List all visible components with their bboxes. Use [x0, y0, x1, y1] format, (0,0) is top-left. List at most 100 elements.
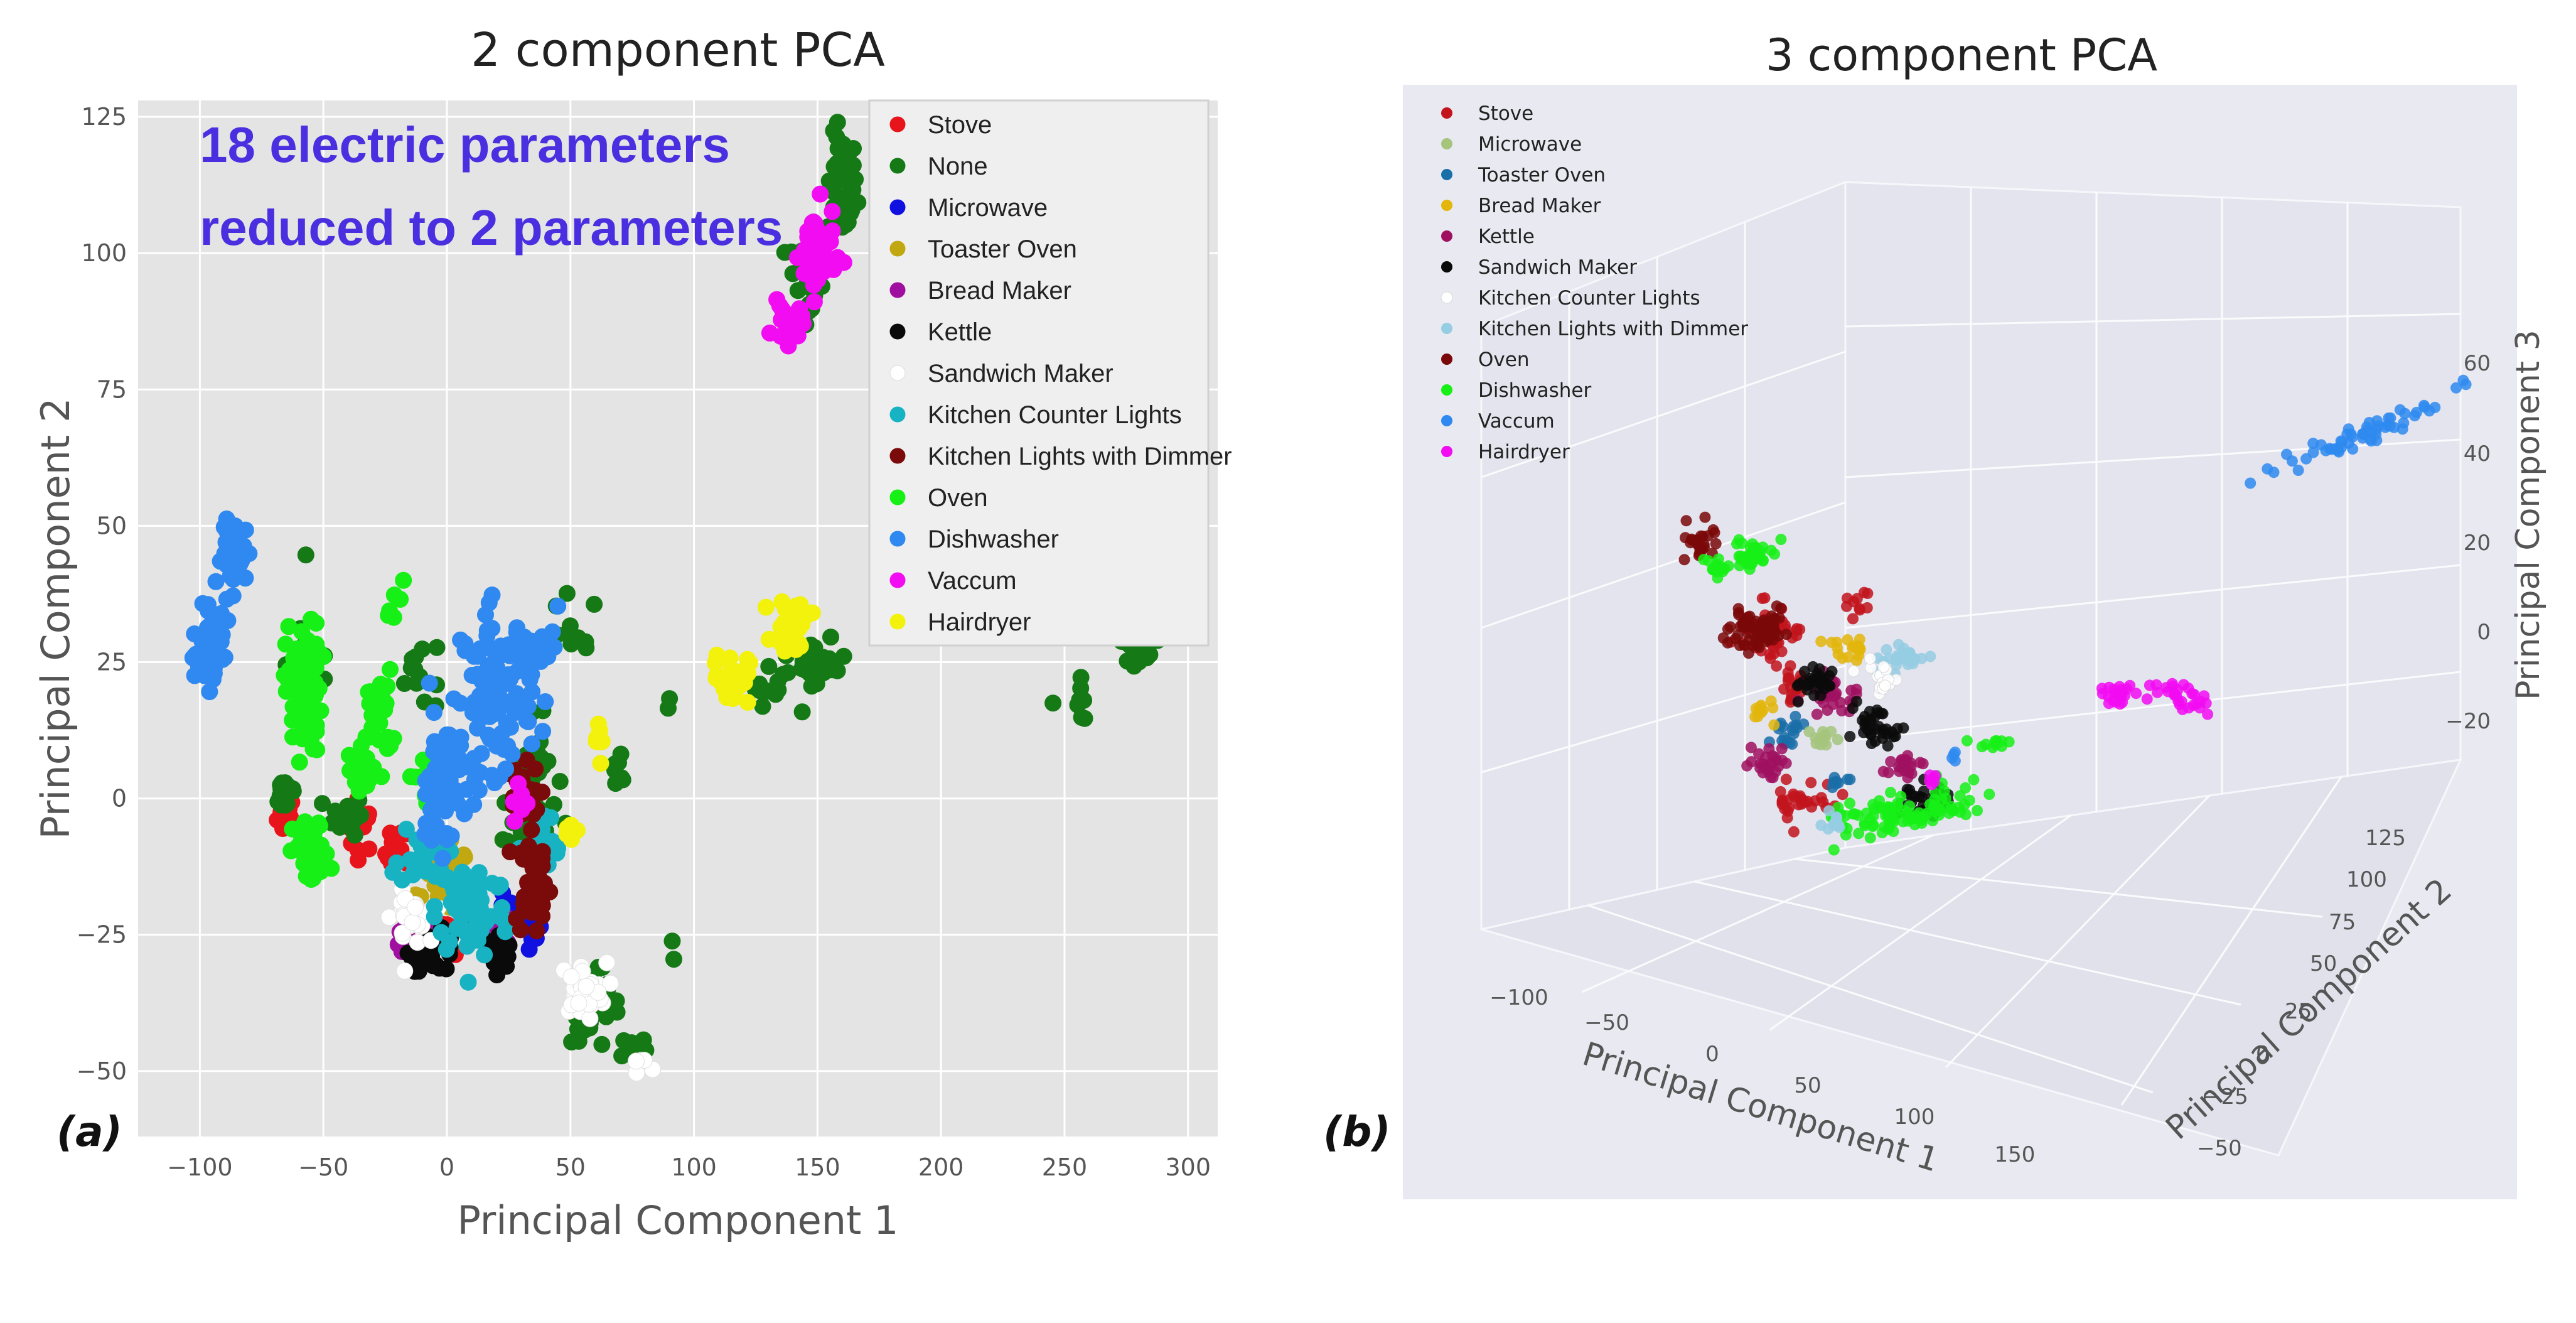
data-point	[1741, 558, 1752, 570]
data-point	[277, 635, 294, 653]
data-point	[476, 946, 493, 964]
legend-marker	[889, 406, 906, 423]
data-point	[1781, 812, 1793, 824]
legend-marker	[1441, 169, 1452, 180]
data-point	[1776, 743, 1788, 755]
legend-label: Kitchen Counter Lights	[1478, 287, 1700, 310]
cluster-vaccum	[2245, 374, 2472, 489]
panel-b-y-ticks: −50 −25 0 25 50 75 100 125	[2197, 826, 2406, 1161]
cluster-kitchen-lights-with-dimmer	[1815, 805, 1845, 835]
legend-label: Hairdryer	[928, 608, 1031, 636]
series-dishwasher	[184, 510, 567, 867]
y-tick-label: 100	[81, 239, 127, 267]
data-point	[488, 737, 505, 755]
data-point	[559, 819, 576, 837]
data-point	[1879, 679, 1891, 692]
data-point	[760, 657, 778, 675]
data-point	[1891, 801, 1903, 813]
data-point	[1773, 630, 1784, 642]
panel-a-annotation: 18 electric parameters reduced to 2 para…	[200, 117, 783, 256]
data-point	[1774, 786, 1786, 797]
data-point	[1827, 782, 1838, 794]
data-point	[1904, 800, 1916, 812]
data-point	[448, 782, 464, 799]
data-point	[447, 874, 464, 892]
data-point	[2394, 404, 2406, 416]
data-point	[1815, 635, 1827, 647]
data-point	[443, 894, 460, 911]
data-point	[1842, 651, 1854, 663]
data-point	[539, 752, 557, 770]
data-point	[523, 735, 540, 753]
data-point	[1790, 711, 1801, 722]
data-point	[345, 809, 362, 827]
panel-b-ticks: −100 −50 0 50 100 150 −50 −25 0 25 50 75…	[1489, 351, 2491, 1167]
panel-a-legend: Stove None Microwave Toaster Oven Bread Make…	[868, 99, 1232, 647]
cluster-stove	[1841, 586, 1874, 625]
grid-line	[2120, 776, 2343, 1106]
data-point	[1791, 623, 1803, 635]
cluster-sandwich-maker	[1791, 661, 1838, 708]
data-point	[1853, 649, 1865, 661]
data-point	[218, 556, 235, 574]
data-point	[464, 704, 481, 721]
legend-label: Dishwasher	[928, 526, 1059, 553]
data-point	[354, 767, 372, 785]
data-point	[754, 698, 771, 715]
data-point	[394, 924, 411, 942]
cluster-dishwasher	[1698, 553, 1734, 584]
data-point	[1852, 640, 1864, 652]
x-tick-label: 150	[795, 1153, 840, 1181]
legend-label: Toaster Oven	[1478, 164, 1606, 186]
data-point	[407, 899, 424, 916]
data-point	[382, 824, 399, 842]
data-point	[431, 735, 449, 752]
b-ytick: 0	[2256, 1042, 2270, 1067]
data-point	[207, 573, 225, 590]
y-tick-label: −50	[77, 1057, 127, 1085]
panel-a-y-axis-label: Principal Component 2	[33, 397, 78, 839]
data-point	[489, 878, 507, 896]
legend-marker	[889, 365, 906, 381]
data-point	[1864, 652, 1876, 665]
data-point	[562, 635, 580, 653]
data-point	[610, 754, 627, 772]
data-point	[663, 932, 681, 950]
data-point	[1968, 774, 1980, 786]
x-tick-label: −100	[167, 1153, 232, 1181]
data-point	[789, 607, 807, 624]
data-point	[780, 337, 797, 355]
data-point	[459, 973, 477, 991]
grid-line	[1795, 858, 2323, 918]
data-point	[1897, 722, 1909, 734]
series-sandwich-maker	[380, 880, 662, 1082]
data-point	[534, 897, 551, 914]
data-point	[793, 703, 811, 721]
grid-line	[1845, 313, 2461, 328]
legend-label: Dishwasher	[1478, 379, 1592, 402]
b-ytick: −25	[2203, 1084, 2248, 1110]
b-ytick: 25	[2285, 999, 2312, 1024]
data-point	[822, 629, 839, 646]
data-point	[1141, 646, 1159, 664]
y-tick-label: −25	[77, 921, 127, 949]
legend-label: Kitchen Lights with Dimmer	[928, 443, 1232, 470]
data-point	[425, 704, 443, 721]
data-point	[1741, 760, 1753, 772]
data-point	[2141, 693, 2153, 705]
panel-b-legend: Stove Microwave Toaster Oven Bread Maker Ket…	[1441, 102, 1748, 463]
data-point	[452, 694, 470, 712]
grid-line	[1481, 501, 1846, 629]
data-point	[1832, 648, 1844, 660]
data-point	[194, 595, 212, 612]
data-point	[1069, 696, 1087, 714]
data-point	[1877, 661, 1890, 673]
data-point	[2202, 708, 2214, 720]
legend-label: Kettle	[928, 318, 992, 346]
data-point	[2307, 446, 2319, 458]
data-point	[768, 291, 786, 308]
data-point	[1747, 538, 1758, 550]
y-tick-label: 75	[97, 375, 127, 403]
data-point	[1823, 680, 1835, 692]
data-point	[729, 672, 746, 690]
